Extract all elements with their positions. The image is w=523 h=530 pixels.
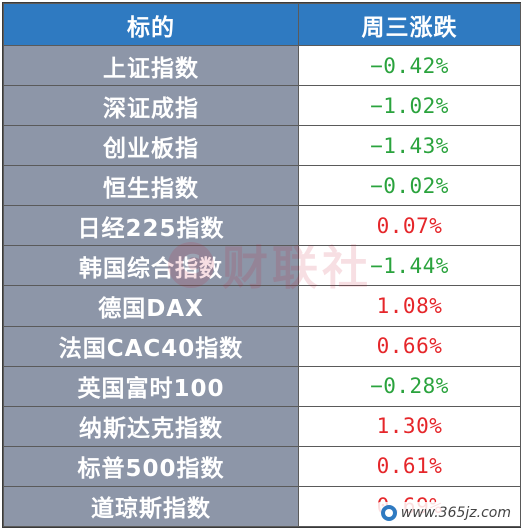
index-change: 0.07% — [298, 205, 521, 247]
table-row: 上证指数 −0.42% — [3, 44, 521, 87]
index-name: 韩国综合指数 — [3, 245, 299, 287]
table-row: 恒生指数 −0.02% — [3, 165, 521, 207]
table-row: 深证成指 −1.02% — [3, 85, 521, 127]
header-wednesday-change: 周三涨跌 — [298, 3, 521, 46]
table-row: 创业板指 −1.43% — [3, 125, 521, 167]
table-row: 纳斯达克指数 1.30% — [3, 405, 521, 447]
table-row: 法国CAC40指数 0.66% — [3, 325, 521, 367]
index-name: 标普500指数 — [3, 445, 299, 487]
index-name: 英国富时100 — [3, 365, 299, 407]
index-change: −1.44% — [298, 245, 521, 287]
index-change: 1.30% — [298, 405, 521, 447]
index-change: 0.66% — [298, 325, 521, 367]
table-row: 标普500指数 0.61% — [3, 445, 521, 487]
index-name: 深证成指 — [3, 85, 299, 127]
table-row: 德国DAX 1.08% — [3, 285, 521, 327]
index-name: 日经225指数 — [3, 205, 299, 247]
site-watermark-text: www.365jz.com — [400, 505, 511, 521]
index-name: 法国CAC40指数 — [3, 325, 299, 367]
index-name: 纳斯达克指数 — [3, 405, 299, 447]
index-name: 道琼斯指数 — [3, 485, 299, 528]
index-change: −0.02% — [298, 165, 521, 207]
site-watermark: www.365jz.com — [376, 502, 515, 524]
index-name: 上证指数 — [3, 44, 299, 87]
table-row: 英国富时100 −0.28% — [3, 365, 521, 407]
market-change-table: 标的 周三涨跌 上证指数 −0.42% 深证成指 −1.02% 创业板指 −1.… — [3, 3, 521, 528]
header-target: 标的 — [3, 3, 299, 46]
index-change: −1.43% — [298, 125, 521, 167]
table-row: 日经225指数 0.07% — [3, 205, 521, 247]
index-change: −1.02% — [298, 85, 521, 127]
index-name: 恒生指数 — [3, 165, 299, 207]
table-row: 韩国综合指数 −1.44% — [3, 245, 521, 287]
index-change: −0.42% — [298, 44, 521, 87]
table-header-row: 标的 周三涨跌 — [3, 3, 521, 46]
index-name: 创业板指 — [3, 125, 299, 167]
site-logo-icon — [380, 505, 397, 521]
index-change: −0.28% — [298, 365, 521, 407]
index-name: 德国DAX — [3, 285, 299, 327]
index-change: 1.08% — [298, 285, 521, 327]
index-change: 0.61% — [298, 445, 521, 487]
